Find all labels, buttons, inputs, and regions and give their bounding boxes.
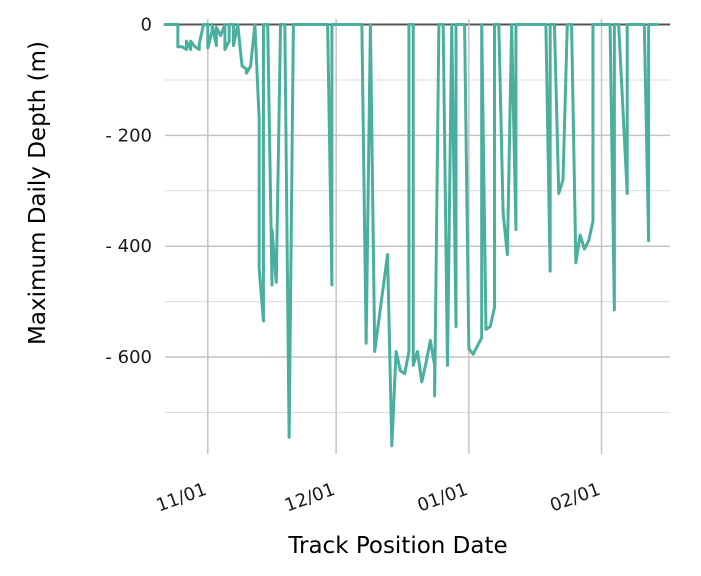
series-layer (163, 23, 659, 448)
x-tick-label: 02/01 (547, 479, 603, 516)
y-tick-label: - 600 (105, 347, 152, 368)
y-tick-labels: 0 - 200 - 400 - 600 (105, 15, 152, 368)
y-tick-label: 0 (141, 15, 152, 36)
depth-series-line (163, 23, 659, 448)
y-tick-label: - 400 (105, 236, 152, 257)
x-tick-label: 01/01 (415, 479, 471, 516)
x-tick-labels: 11/01 12/01 01/01 02/01 (154, 479, 604, 516)
x-tick-label: 12/01 (282, 479, 338, 516)
gridlines (165, 19, 670, 454)
x-tick-label: 11/01 (154, 479, 210, 516)
y-axis-title: Maximum Daily Depth (m) (25, 41, 51, 345)
y-tick-label: - 200 (105, 125, 152, 146)
x-axis-title: Track Position Date (287, 533, 507, 559)
